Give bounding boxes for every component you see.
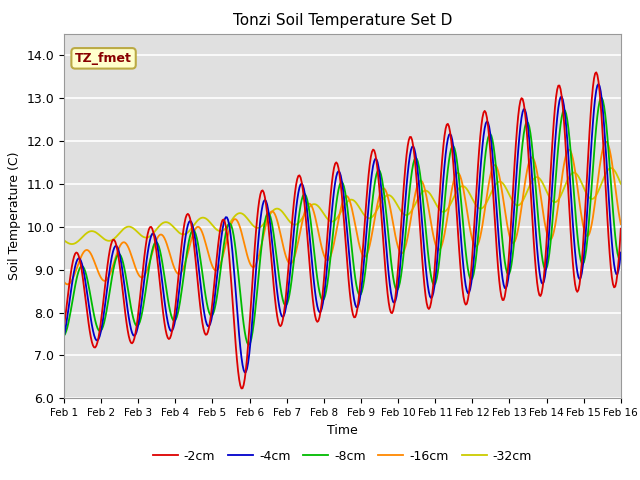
-2cm xyxy=(606,251,614,256)
-8cm xyxy=(606,163,614,168)
-2cm xyxy=(362,198,370,204)
-8cm xyxy=(329,231,337,237)
-16cm xyxy=(63,281,71,287)
-8cm xyxy=(617,255,625,261)
Line: -4cm: -4cm xyxy=(64,84,621,372)
-8cm xyxy=(518,151,525,156)
-32cm xyxy=(68,241,76,247)
-16cm xyxy=(518,204,525,210)
-32cm xyxy=(326,218,333,224)
-32cm xyxy=(607,165,614,171)
Title: Tonzi Soil Temperature Set D: Tonzi Soil Temperature Set D xyxy=(233,13,452,28)
-4cm xyxy=(241,370,248,375)
-4cm xyxy=(518,115,525,121)
-4cm xyxy=(617,250,625,255)
Text: TZ_fmet: TZ_fmet xyxy=(75,52,132,65)
-8cm xyxy=(598,95,605,101)
-8cm xyxy=(393,287,401,293)
-16cm xyxy=(329,245,337,251)
-8cm xyxy=(60,333,68,338)
-16cm xyxy=(602,139,610,145)
-16cm xyxy=(393,238,401,244)
-32cm xyxy=(617,181,625,187)
-32cm xyxy=(393,201,401,206)
-8cm xyxy=(326,264,333,269)
-4cm xyxy=(595,81,602,87)
-2cm xyxy=(393,284,401,289)
-4cm xyxy=(362,230,370,236)
-16cm xyxy=(362,252,370,258)
-2cm xyxy=(329,171,337,177)
-32cm xyxy=(60,238,68,243)
-4cm xyxy=(326,235,333,240)
-16cm xyxy=(617,221,625,227)
-32cm xyxy=(518,200,525,205)
-32cm xyxy=(362,215,370,220)
-2cm xyxy=(326,204,333,210)
-4cm xyxy=(60,333,68,339)
-2cm xyxy=(518,95,525,101)
-16cm xyxy=(606,147,614,153)
-4cm xyxy=(606,209,614,215)
Line: -16cm: -16cm xyxy=(64,142,621,284)
-2cm xyxy=(593,70,600,75)
Line: -2cm: -2cm xyxy=(64,72,621,388)
Legend: -2cm, -4cm, -8cm, -16cm, -32cm: -2cm, -4cm, -8cm, -16cm, -32cm xyxy=(148,445,537,468)
-32cm xyxy=(329,218,337,224)
-2cm xyxy=(60,324,68,329)
-16cm xyxy=(60,279,68,285)
Line: -8cm: -8cm xyxy=(64,98,621,345)
-4cm xyxy=(329,198,337,204)
-2cm xyxy=(617,226,625,232)
-8cm xyxy=(245,342,253,348)
X-axis label: Time: Time xyxy=(327,424,358,437)
-4cm xyxy=(393,293,401,299)
Line: -32cm: -32cm xyxy=(64,168,621,244)
-16cm xyxy=(326,255,333,261)
-2cm xyxy=(237,385,245,391)
Y-axis label: Soil Temperature (C): Soil Temperature (C) xyxy=(8,152,21,280)
-8cm xyxy=(362,259,370,265)
-32cm xyxy=(605,167,612,172)
